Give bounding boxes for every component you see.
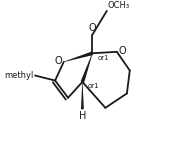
Text: O: O — [118, 46, 126, 56]
Polygon shape — [81, 53, 93, 83]
Text: methyl: methyl — [4, 71, 34, 80]
Text: O: O — [89, 23, 96, 33]
Polygon shape — [81, 82, 84, 109]
Text: or1: or1 — [98, 55, 109, 61]
Polygon shape — [64, 52, 93, 62]
Text: or1: or1 — [87, 83, 99, 89]
Text: O: O — [55, 56, 62, 66]
Text: H: H — [79, 111, 86, 121]
Text: OCH₃: OCH₃ — [108, 1, 130, 10]
